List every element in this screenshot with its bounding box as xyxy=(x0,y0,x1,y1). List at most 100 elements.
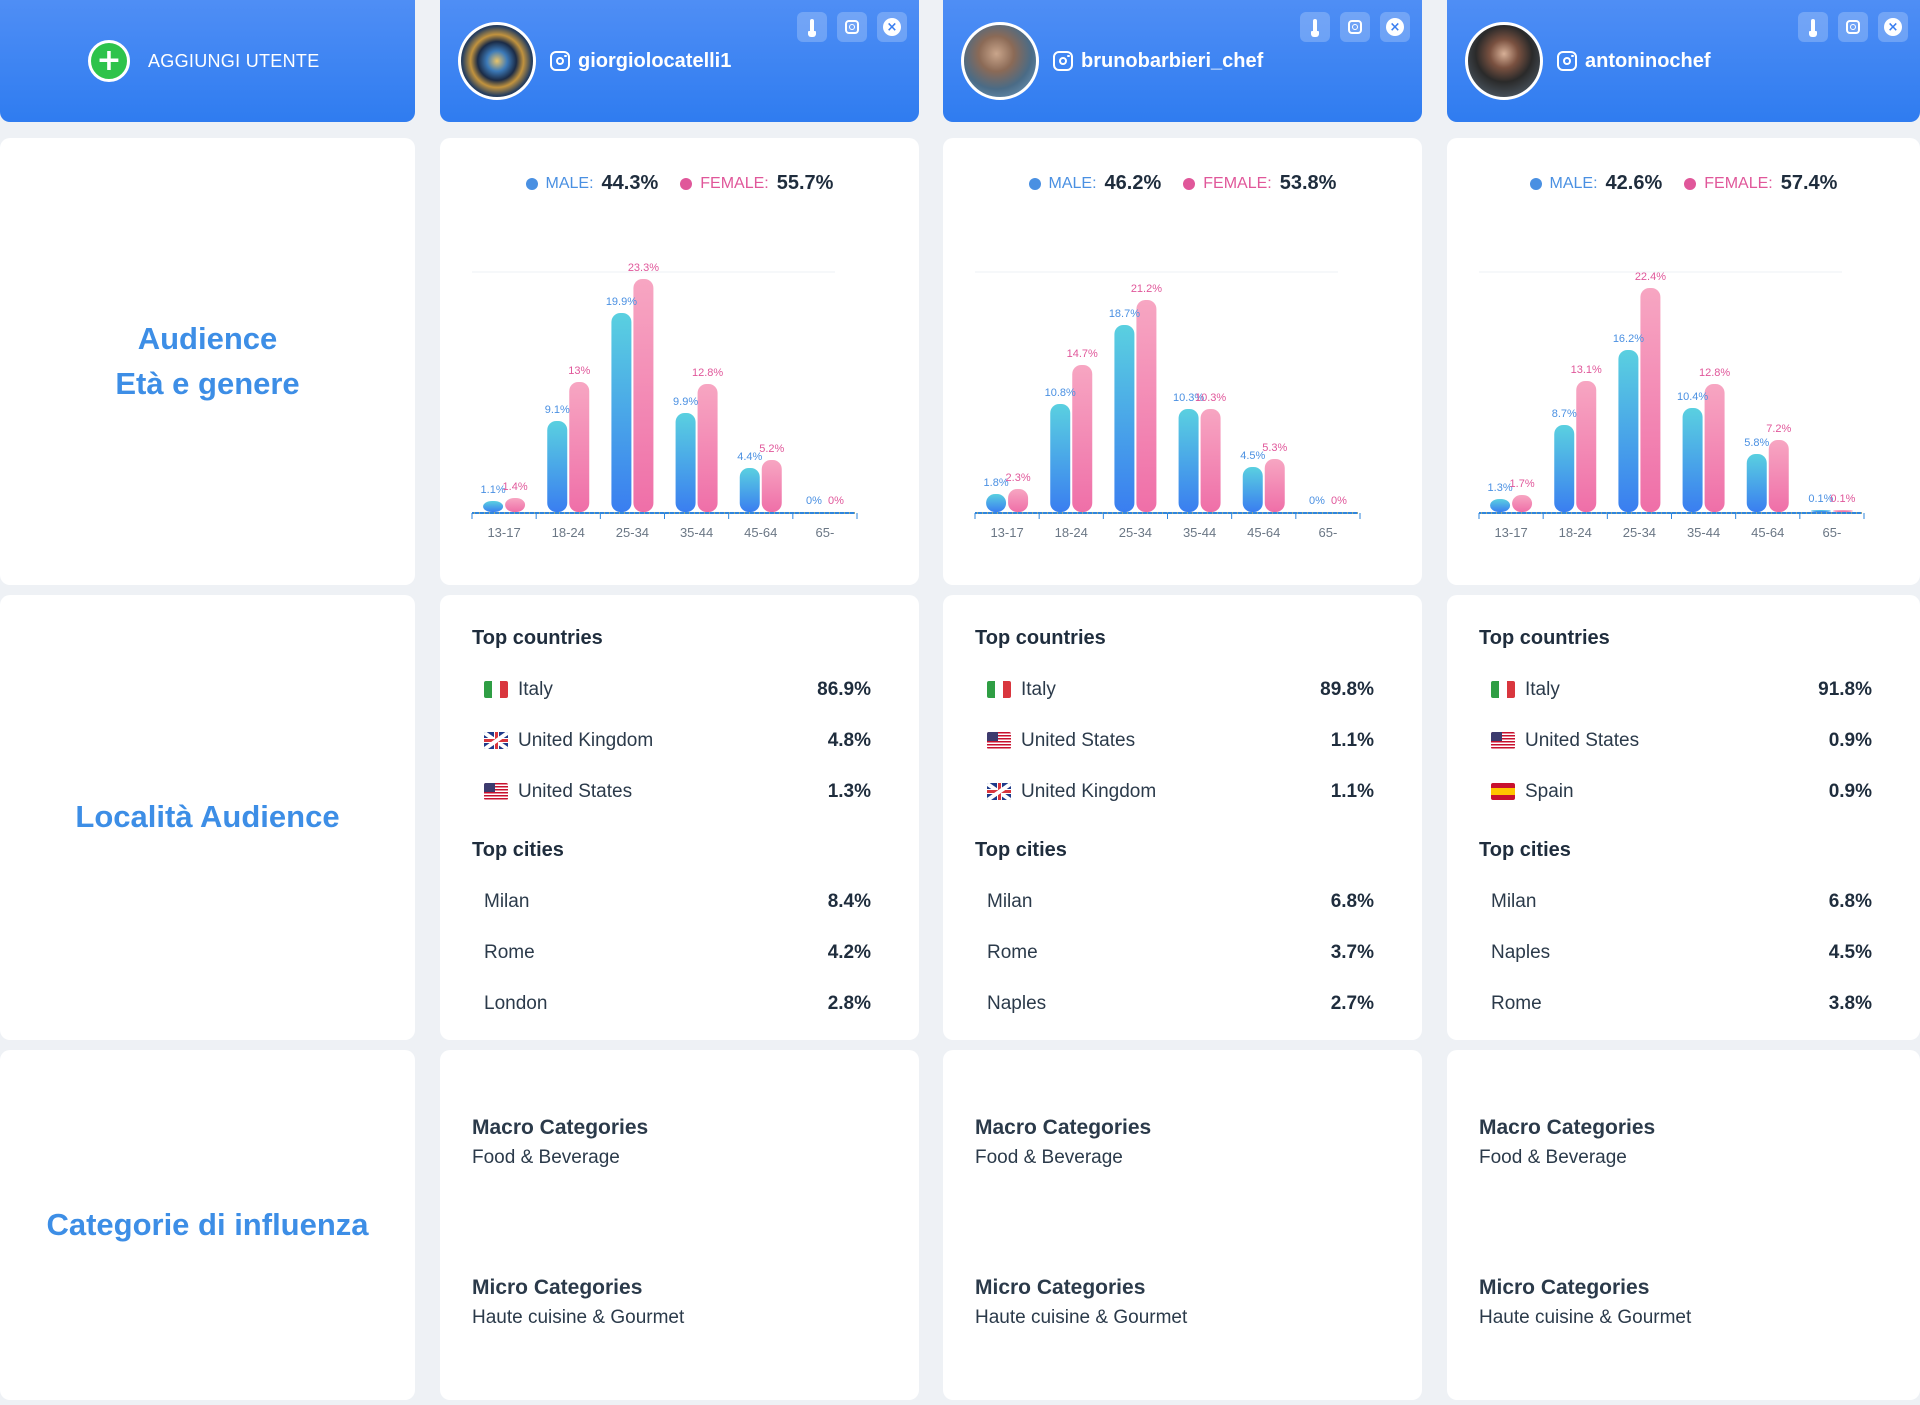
brush-icon[interactable] xyxy=(1798,12,1828,42)
female-data-label: 12.8% xyxy=(1699,367,1730,379)
male-data-label: 5.8% xyxy=(1744,437,1769,449)
user-header-1: giorgiolocatelli1 × xyxy=(440,0,919,122)
x-tick-label: 13-17 xyxy=(990,525,1023,540)
female-data-label: 22.4% xyxy=(1635,271,1666,283)
micro-category-value: Haute cuisine & Gourmet xyxy=(975,1307,1188,1328)
city-value: 6.8% xyxy=(1330,890,1374,912)
instagram-link-icon[interactable] xyxy=(837,12,867,42)
male-percentage: 44.3% xyxy=(601,172,659,194)
male-bar xyxy=(1554,425,1575,512)
avatar xyxy=(458,22,536,100)
city-name: Rome xyxy=(1491,992,1542,1014)
italy-flag-icon xyxy=(987,681,1011,698)
city-row: Rome 4.2% xyxy=(472,927,871,978)
country-value: 86.9% xyxy=(817,678,871,700)
add-user-button[interactable]: + AGGIUNGI UTENTE xyxy=(0,0,415,122)
city-value: 4.2% xyxy=(827,941,871,963)
instagram-link-icon[interactable] xyxy=(1838,12,1868,42)
female-percentage: 57.4% xyxy=(1780,172,1838,194)
female-data-label: 2.3% xyxy=(1006,472,1031,484)
gender-legend: MALE: 46.2% FEMALE: 53.8% xyxy=(943,172,1422,195)
male-bar xyxy=(1050,404,1071,512)
city-row: Naples 2.7% xyxy=(975,978,1374,1029)
age-gender-card-1: MALE: 44.3% FEMALE: 55.7% 1.1% 1.4% 13-17 9.1… xyxy=(440,138,919,585)
city-value: 2.7% xyxy=(1330,992,1374,1014)
female-data-label: 0% xyxy=(1331,495,1347,507)
female-dot-icon xyxy=(680,177,693,190)
city-row: Rome 3.7% xyxy=(975,927,1374,978)
city-value: 6.8% xyxy=(1828,890,1872,912)
country-row: Spain 0.9% xyxy=(1479,766,1872,817)
age-gender-bar-chart: 1.8%2.3% 13-17 10.8% 14.7% 18-24 18.7% 21.2% 25… xyxy=(974,271,1361,540)
username[interactable]: brunobarbieri_chef xyxy=(1081,49,1264,72)
italy-flag-icon xyxy=(484,681,508,698)
x-tick-label: 65- xyxy=(816,525,835,540)
female-data-label: 0% xyxy=(828,495,844,507)
age-gender-bar-chart: 1.3%1.7% 13-17 8.7% 13.1% 18-24 16.2% 22.4% 25-… xyxy=(1478,271,1865,540)
male-bar xyxy=(611,313,632,512)
country-row: United States 0.9% xyxy=(1479,715,1872,766)
micro-category-value: Haute cuisine & Gourmet xyxy=(1479,1307,1692,1328)
city-row: Milan 6.8% xyxy=(1479,876,1872,927)
instagram-icon xyxy=(550,51,570,71)
brush-icon[interactable] xyxy=(797,12,827,42)
country-value: 91.8% xyxy=(1818,678,1872,700)
italy-flag-icon xyxy=(1491,681,1515,698)
city-name: Milan xyxy=(987,890,1033,912)
country-name: Spain xyxy=(1525,780,1574,802)
avatar xyxy=(961,22,1039,100)
male-data-label: 0% xyxy=(1309,495,1325,507)
male-percentage: 46.2% xyxy=(1104,172,1162,194)
city-value: 3.7% xyxy=(1330,941,1374,963)
country-value: 1.1% xyxy=(1330,729,1374,751)
location-card-3: Top countries Italy 91.8% United States 0.… xyxy=(1447,595,1920,1040)
age-gender-card-3: MALE: 42.6% FEMALE: 57.4% 1.3% 1.7% 13-17 8.7… xyxy=(1447,138,1920,585)
male-data-label: 19.9% xyxy=(606,296,637,308)
username[interactable]: giorgiolocatelli1 xyxy=(578,49,732,72)
male-data-label: 1.1% xyxy=(481,484,506,496)
female-label: FEMALE: xyxy=(1704,174,1773,192)
macro-category-value: Food & Beverage xyxy=(975,1147,1123,1168)
x-tick-label: 35-44 xyxy=(680,525,713,540)
x-tick-label: 35-44 xyxy=(1183,525,1216,540)
macro-categories-title: Macro Categories xyxy=(1479,1116,1656,1139)
female-bar xyxy=(1072,365,1093,512)
instagram-icon xyxy=(1053,51,1073,71)
male-data-label: 9.1% xyxy=(545,404,570,416)
macro-category-value: Food & Beverage xyxy=(472,1147,620,1168)
audience-label-line1: Audience xyxy=(137,320,278,356)
male-bar xyxy=(1178,409,1199,512)
country-name: Italy xyxy=(518,678,553,700)
close-icon[interactable]: × xyxy=(1380,12,1410,42)
x-tick-label: 35-44 xyxy=(1687,525,1720,540)
username[interactable]: antoninochef xyxy=(1585,49,1711,72)
male-data-label: 16.2% xyxy=(1613,333,1644,345)
micro-category-value: Haute cuisine & Gourmet xyxy=(472,1307,685,1328)
female-data-label: 10.3% xyxy=(1195,392,1226,404)
female-data-label: 7.2% xyxy=(1766,423,1791,435)
micro-categories-title: Micro Categories xyxy=(975,1276,1146,1299)
close-icon[interactable]: × xyxy=(877,12,907,42)
country-name: United Kingdom xyxy=(1021,780,1157,802)
close-icon[interactable]: × xyxy=(1878,12,1908,42)
country-name: Italy xyxy=(1525,678,1560,700)
instagram-link-icon[interactable] xyxy=(1340,12,1370,42)
male-data-label: 10.3% xyxy=(1173,392,1204,404)
male-data-label: 9.9% xyxy=(673,396,698,408)
city-name: Naples xyxy=(1491,941,1551,963)
male-dot-icon xyxy=(525,177,538,190)
female-bar xyxy=(1768,440,1789,512)
brush-icon[interactable] xyxy=(1300,12,1330,42)
female-bar xyxy=(761,460,782,512)
age-gender-card-2: MALE: 46.2% FEMALE: 53.8% 1.8% 2.3% 13-17 10.… xyxy=(943,138,1422,585)
city-row: London 2.8% xyxy=(472,978,871,1029)
x-tick-label: 18-24 xyxy=(1055,525,1088,540)
user-header-3: antoninochef × xyxy=(1447,0,1920,122)
country-value: 0.9% xyxy=(1828,780,1872,802)
female-data-label: 14.7% xyxy=(1067,348,1098,360)
country-name: United States xyxy=(1525,729,1640,751)
x-tick-label: 13-17 xyxy=(1494,525,1527,540)
x-tick-label: 13-17 xyxy=(487,525,520,540)
city-row: Milan 8.4% xyxy=(472,876,871,927)
categories-card-1: Macro Categories Food & Beverage Micro C… xyxy=(440,1050,919,1400)
